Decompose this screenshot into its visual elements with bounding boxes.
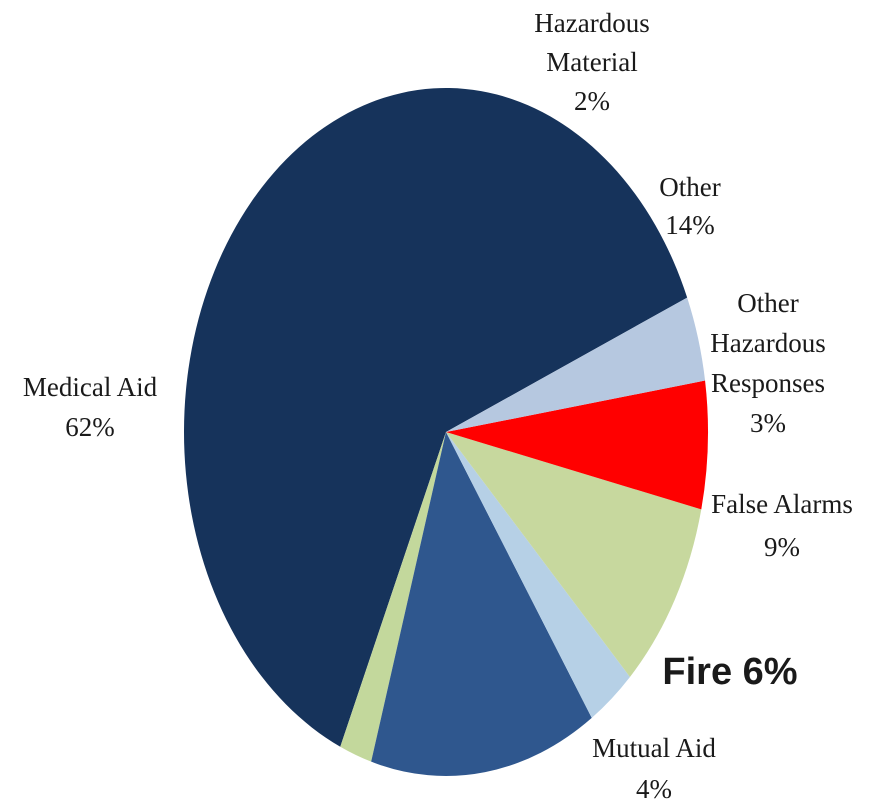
- label-medical-aid: Medical Aid 62%: [23, 372, 158, 442]
- pie-labels: Medical Aid 62% Hazardous Material 2%Other 14…: [23, 8, 853, 804]
- label-other: Other 14%: [659, 172, 720, 240]
- label-false-alarms: False Alarms 9%: [711, 489, 853, 562]
- label-mutual-aid: Mutual Aid 4%: [592, 733, 716, 804]
- slice-medical-aid: [183, 88, 688, 747]
- slice-other: [371, 432, 592, 776]
- slice-mutual-aid: [446, 297, 706, 432]
- slice-hazardous-material: [340, 432, 446, 762]
- slice-other-hazardous-responses: [446, 432, 630, 718]
- pie-slices: [183, 88, 708, 776]
- slice-false-alarms: [446, 432, 702, 677]
- slice-fire: [446, 380, 708, 510]
- label-other-hazardous-responses: Other Hazardous Responses 3%: [710, 288, 825, 438]
- label-hazardous-material: Hazardous Material 2%: [534, 8, 649, 116]
- label-fire: Fire 6%: [662, 651, 797, 693]
